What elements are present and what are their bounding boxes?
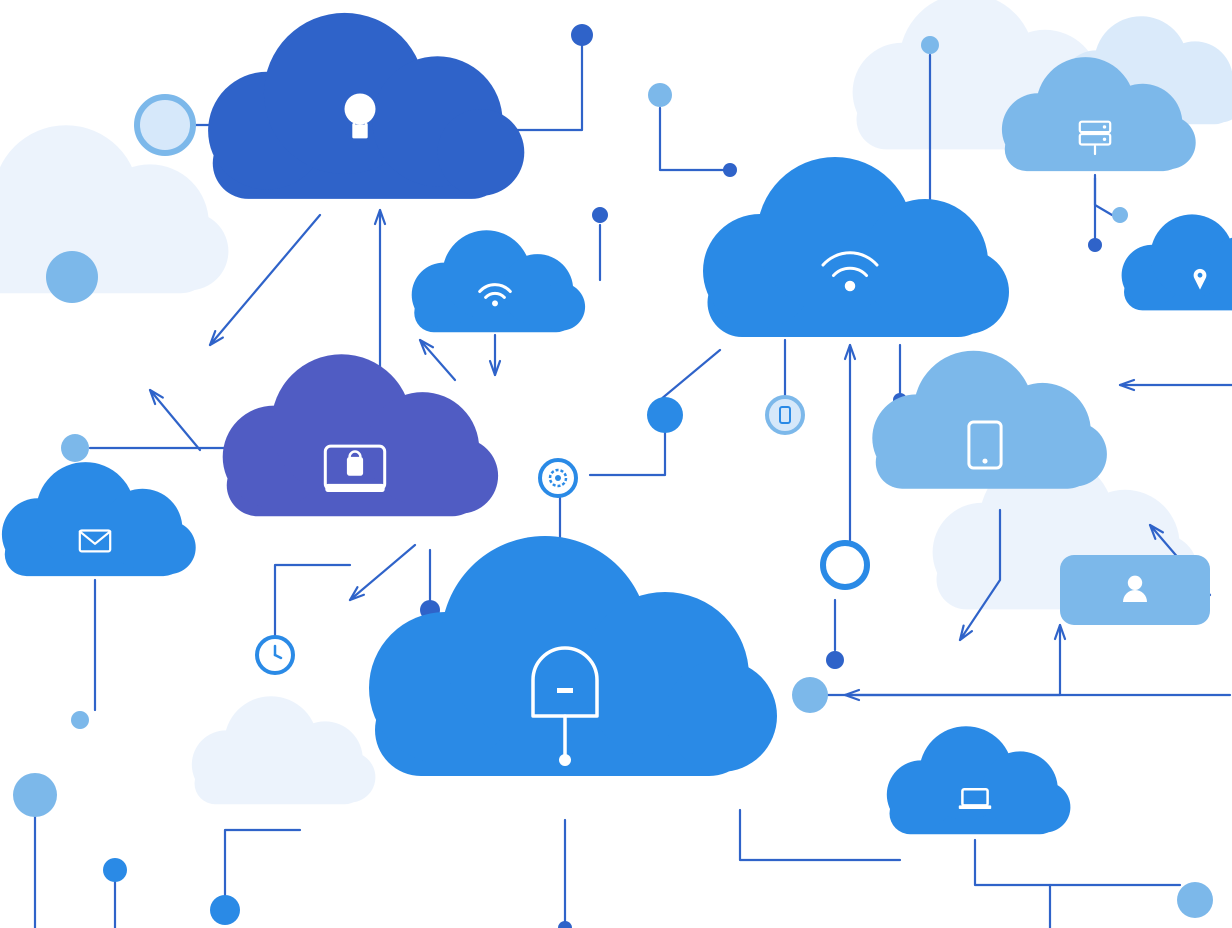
dot_bl2 <box>103 858 127 882</box>
wash-cloud <box>0 125 228 293</box>
endpoint-dot <box>723 163 737 177</box>
connection-line <box>740 810 900 860</box>
user_card <box>1060 555 1210 625</box>
cloud-c_pin <box>1122 214 1232 310</box>
dot_bl3 <box>210 895 240 925</box>
dot_mid1 <box>647 397 683 433</box>
dot_r2 <box>792 677 828 713</box>
connection-line <box>350 545 415 600</box>
endpoint-dot <box>1088 238 1102 252</box>
connection-line <box>590 430 665 475</box>
dot_bl1 <box>13 773 57 817</box>
ring_tl <box>137 97 193 153</box>
ring_o <box>823 543 867 587</box>
cloud-c_mail <box>2 462 196 576</box>
connection-line <box>510 45 582 130</box>
connection-line <box>975 840 1180 885</box>
wash-cloud <box>192 696 376 804</box>
clock <box>257 637 293 673</box>
dot_ml <box>61 434 89 462</box>
dot_br <box>1177 882 1213 918</box>
ring_dev <box>767 397 803 433</box>
dot_215 <box>592 207 608 223</box>
ring_mid <box>540 460 576 496</box>
connection-line <box>1095 175 1112 215</box>
dot_top3 <box>921 36 939 54</box>
connection-line <box>825 625 1060 695</box>
dot_top2 <box>648 83 672 107</box>
connection-line <box>225 830 300 895</box>
dot_l_low <box>71 711 89 729</box>
connection-line <box>275 565 350 635</box>
dot_r1 <box>826 651 844 669</box>
cloud-c_mid_wifi_s <box>412 230 585 332</box>
connection-line <box>660 108 730 170</box>
connection-line <box>420 340 455 380</box>
dot_r3 <box>1112 207 1128 223</box>
dot_top1 <box>571 24 593 46</box>
connection-line <box>660 350 720 400</box>
connection-line <box>150 390 200 450</box>
connection-line <box>210 215 320 345</box>
cloud-c_wifi_big <box>703 157 1009 337</box>
endpoint-dot <box>558 921 572 928</box>
cloud-c_laptop <box>887 726 1071 834</box>
dot_tl2 <box>46 251 98 303</box>
